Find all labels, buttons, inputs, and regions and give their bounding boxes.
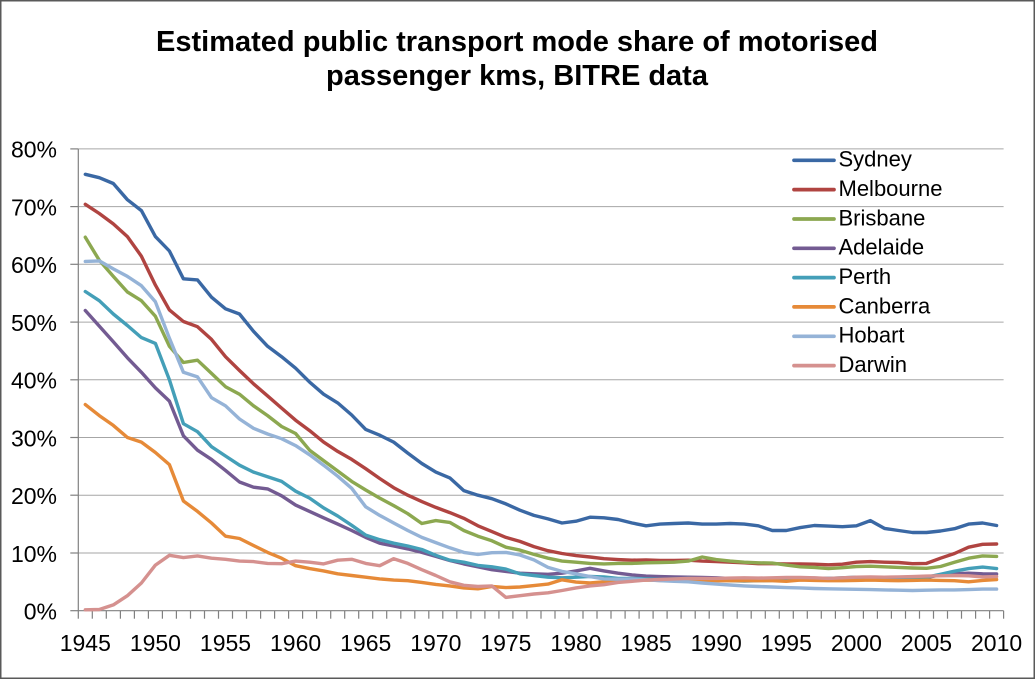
svg-text:0%: 0% <box>24 599 57 625</box>
svg-text:20%: 20% <box>11 483 57 509</box>
svg-text:2005: 2005 <box>901 630 952 656</box>
svg-text:Hobart: Hobart <box>839 323 905 348</box>
svg-text:Darwin: Darwin <box>839 352 907 377</box>
svg-text:2000: 2000 <box>831 630 882 656</box>
svg-text:1995: 1995 <box>761 630 812 656</box>
svg-text:Adelaide: Adelaide <box>839 235 925 260</box>
svg-text:10%: 10% <box>11 541 57 567</box>
svg-text:1950: 1950 <box>130 630 181 656</box>
svg-text:60%: 60% <box>11 252 57 278</box>
svg-text:passenger kms, BITRE data: passenger kms, BITRE data <box>326 60 709 92</box>
svg-text:1985: 1985 <box>621 630 672 656</box>
svg-text:1955: 1955 <box>200 630 251 656</box>
svg-text:Melbourne: Melbourne <box>839 176 943 201</box>
svg-text:1990: 1990 <box>691 630 742 656</box>
svg-text:1980: 1980 <box>550 630 601 656</box>
svg-text:1945: 1945 <box>60 630 111 656</box>
svg-text:1960: 1960 <box>270 630 321 656</box>
svg-text:50%: 50% <box>11 310 57 336</box>
svg-text:Perth: Perth <box>839 264 892 289</box>
svg-text:2010: 2010 <box>971 630 1022 656</box>
svg-text:Brisbane: Brisbane <box>839 205 926 230</box>
svg-text:40%: 40% <box>11 368 57 394</box>
svg-text:1970: 1970 <box>410 630 461 656</box>
svg-text:Estimated public transport mod: Estimated public transport mode share of… <box>156 26 878 58</box>
svg-text:30%: 30% <box>11 425 57 451</box>
svg-text:1975: 1975 <box>480 630 531 656</box>
svg-text:Sydney: Sydney <box>839 147 912 172</box>
svg-text:80%: 80% <box>11 137 57 163</box>
svg-text:1965: 1965 <box>340 630 391 656</box>
svg-text:Canberra: Canberra <box>839 293 931 318</box>
svg-text:70%: 70% <box>11 194 57 220</box>
